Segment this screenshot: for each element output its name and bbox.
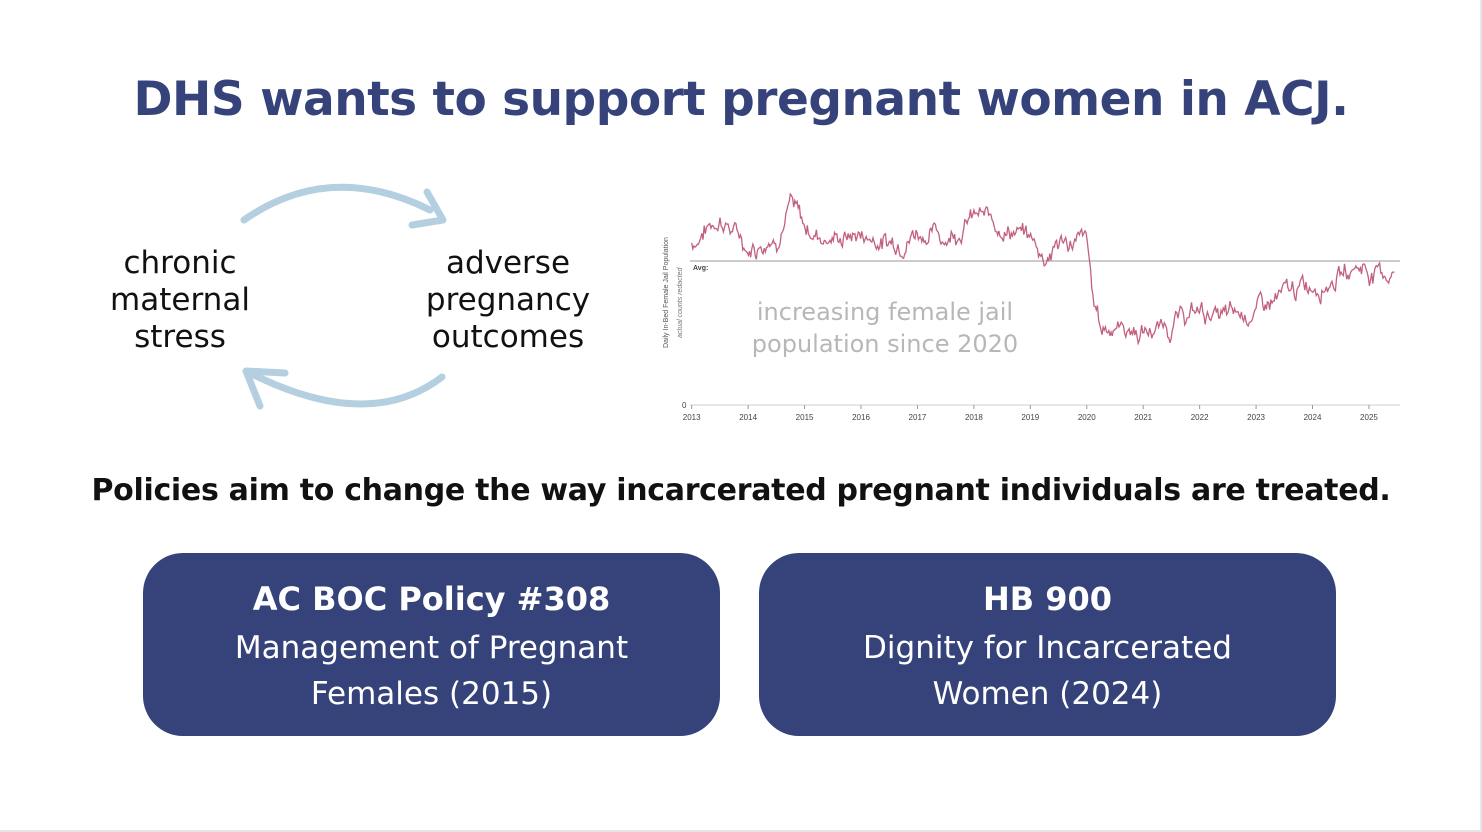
policy-card-title: AC BOC Policy #308 — [252, 580, 611, 618]
chart-x-tick-label: 2024 — [1304, 413, 1322, 422]
chart-x-tick-label: 2025 — [1360, 413, 1378, 422]
chart-x-tick-label: 2014 — [739, 413, 757, 422]
bottom-arrowhead — [242, 367, 289, 410]
cycle-arrows-icon — [240, 183, 447, 410]
chart-x-tick-label: 2021 — [1134, 413, 1152, 422]
cycle-label-maternal-stress: chronic maternal stress — [110, 245, 250, 355]
policy-card-boc-308: AC BOC Policy #308 Management of Pregnan… — [143, 553, 720, 736]
chart-annotation: increasing female jail population since … — [751, 298, 1019, 358]
chart-x-tick-label: 2023 — [1247, 413, 1265, 422]
chart-ylabel: Daily In-Bed Female Jail Population — [663, 237, 670, 348]
chart-x-tick-label: 2019 — [1021, 413, 1039, 422]
chart-x-tick-label: 2013 — [683, 413, 701, 422]
chart-svg: Daily In-Bed Female Jail Population actu… — [663, 192, 1400, 422]
top-arrowhead — [408, 188, 447, 229]
chart-ylabel-note: actual counts redacted — [677, 266, 684, 338]
chart-x-tick-label: 2018 — [965, 413, 983, 422]
policy-card-subtitle: Dignity for Incarcerated Women (2024) — [863, 630, 1232, 712]
bottom-arrow — [250, 371, 446, 408]
chart-x-tick-label: 2022 — [1191, 413, 1209, 422]
policy-card-title: HB 900 — [982, 580, 1113, 618]
chart-x-tick-label: 2016 — [852, 413, 870, 422]
chart-x-tick-label: 2017 — [909, 413, 927, 422]
page-title: DHS wants to support pregnant women in A… — [133, 72, 1349, 127]
chart-series-line — [691, 192, 1395, 346]
policy-card-hb-900: HB 900 Dignity for Incarcerated Women (2… — [759, 553, 1336, 736]
top-arrow — [240, 183, 434, 224]
chart-x-tick-label: 2015 — [796, 413, 814, 422]
cycle-label-pregnancy-outcomes: adverse pregnancy outcomes — [425, 245, 591, 355]
jail-population-chart: Daily In-Bed Female Jail Population actu… — [650, 170, 1410, 430]
policy-card-subtitle: Management of Pregnant Females (2015) — [234, 630, 629, 712]
policies-heading: Policies aim to change the way incarcera… — [91, 473, 1391, 508]
chart-avg-label: Avg: — [693, 265, 708, 272]
chart-x-tick-label: 2020 — [1078, 413, 1096, 422]
chart-y-zero-label: 0 — [682, 401, 687, 410]
